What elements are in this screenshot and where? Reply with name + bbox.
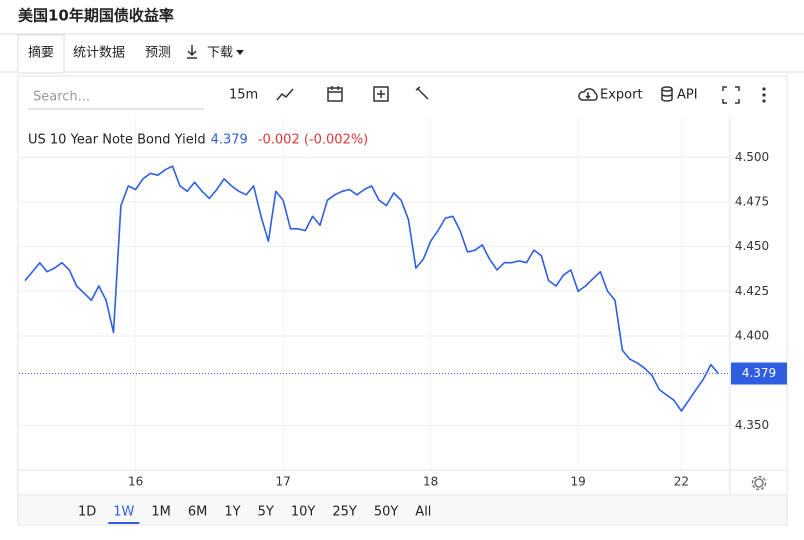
- more-icon[interactable]: [762, 87, 766, 103]
- range-button[interactable]: 10Y: [291, 505, 316, 520]
- download-icon: [187, 45, 197, 59]
- y-tick-label: 4.350: [735, 418, 769, 432]
- export-button[interactable]: Export: [600, 88, 643, 103]
- range-button[interactable]: 1Y: [224, 505, 240, 520]
- range-button[interactable]: 1W: [113, 505, 134, 520]
- interval[interactable]: 15m: [229, 88, 258, 103]
- x-tick-label: 19: [570, 475, 585, 489]
- chart-type-icon[interactable]: [276, 88, 294, 101]
- tab[interactable]: 下载: [207, 46, 233, 61]
- chart-frame: [17, 75, 788, 526]
- x-tick-label: 22: [674, 475, 689, 489]
- legend-name: US 10 Year Note Bond Yield: [28, 133, 206, 148]
- range-button[interactable]: All: [415, 505, 431, 520]
- series-line: [24, 165, 719, 412]
- add-icon[interactable]: [373, 86, 389, 102]
- page-title: 美国10年期国债收益率: [18, 7, 174, 25]
- active-tab-box: [17, 34, 65, 74]
- export-icon[interactable]: [578, 88, 598, 101]
- range-button[interactable]: 50Y: [374, 505, 399, 520]
- calendar-icon-detail: [328, 86, 342, 93]
- x-tick-label: 18: [423, 475, 438, 489]
- y-tick-label: 4.475: [735, 194, 769, 208]
- y-tick-label: 4.425: [735, 284, 769, 298]
- settings-icon-teeth: [751, 475, 767, 491]
- settings-icon[interactable]: [754, 478, 764, 488]
- last-value-tag: [731, 362, 787, 385]
- range-button[interactable]: 6M: [188, 505, 208, 520]
- range-button[interactable]: 5Y: [258, 505, 274, 520]
- caret: [236, 50, 244, 55]
- x-tick-label: 16: [128, 475, 143, 489]
- legend-value: 4.379: [211, 133, 248, 148]
- search-placeholder[interactable]: Search...: [33, 90, 90, 105]
- add-icon-detail: [377, 90, 385, 98]
- fullscreen-icon[interactable]: [722, 86, 740, 104]
- y-tick-label: 4.500: [735, 150, 769, 164]
- x-tick-label: 17: [275, 475, 290, 489]
- tools-icon[interactable]: [415, 86, 429, 100]
- y-tick-label: 4.400: [735, 328, 769, 342]
- range-button[interactable]: 1D: [78, 505, 96, 520]
- tabs: 摘要 统计数据 预测 下载: [28, 45, 233, 61]
- api-icon-detail: [661, 89, 673, 102]
- last-value-label: 4.379: [742, 366, 776, 380]
- calendar-icon[interactable]: [327, 87, 343, 102]
- plot: 4.350 4.400 4.425 4.450 4.475 4.500 16 17 18 19 22…: [19, 118, 787, 489]
- range-button[interactable]: 1M: [151, 505, 171, 520]
- tab[interactable]: 预测: [145, 46, 171, 61]
- tab[interactable]: 摘要: [28, 45, 54, 61]
- tab[interactable]: 统计数据: [73, 46, 125, 61]
- range-bar: [19, 496, 786, 524]
- legend-change: -0.002 (-0.002%): [258, 133, 368, 148]
- range-buttons: 1D 1W 1M 6M 1Y 5Y 10Y 25Y 50Y All: [78, 505, 431, 524]
- range-button[interactable]: 25Y: [332, 505, 357, 520]
- api-button[interactable]: API: [677, 88, 698, 103]
- y-tick-label: 4.450: [735, 239, 769, 253]
